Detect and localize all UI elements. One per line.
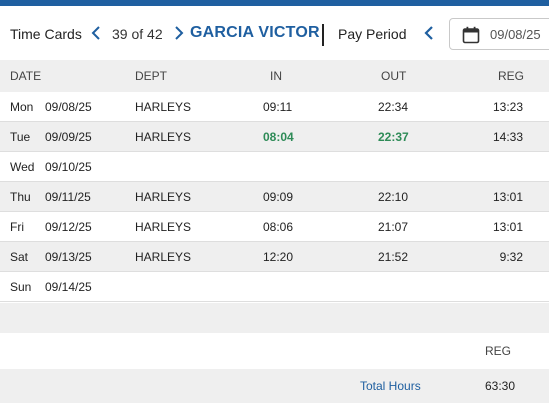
row-day: Fri	[10, 220, 24, 234]
pay-period-date-picker[interactable]: 09/08/25	[449, 18, 549, 50]
row-out: 22:34	[378, 100, 409, 114]
page-title: Time Cards	[10, 26, 82, 42]
row-dept: HARLEYS	[135, 220, 192, 234]
chevron-right-icon	[175, 26, 184, 40]
row-day: Wed	[10, 160, 35, 174]
employee-counter: 39 of 42	[112, 26, 163, 42]
row-date: 09/11/25	[45, 190, 91, 204]
row-date: 09/12/25	[45, 220, 92, 234]
row-in: 08:06	[263, 220, 294, 234]
table-row[interactable]: Sat 09/13/25 HARLEYS 12:20 21:52 9:32	[0, 242, 549, 272]
row-dept: HARLEYS	[135, 250, 192, 264]
total-hours-label: Total Hours	[360, 379, 421, 393]
row-reg: 13:01	[492, 190, 523, 204]
row-reg: 13:01	[492, 220, 523, 234]
row-day: Sun	[10, 280, 32, 294]
row-out: 21:07	[378, 220, 409, 234]
summary-header: REG	[0, 333, 549, 369]
row-date: 09/08/25	[45, 100, 92, 114]
row-day: Thu	[10, 190, 31, 204]
row-date: 09/13/25	[45, 250, 92, 264]
prev-employee-button[interactable]	[88, 23, 104, 43]
row-dept: HARLEYS	[135, 100, 192, 114]
row-in: 08:04	[263, 130, 294, 144]
col-out: OUT	[381, 69, 407, 83]
table-spacer	[0, 303, 549, 333]
header-divider	[322, 24, 324, 46]
table-row[interactable]: Thu 09/11/25 HARLEYS 09:09 22:10 13:01	[0, 182, 549, 212]
table-row[interactable]: Wed 09/10/25	[0, 152, 549, 182]
summary-total-row: Total Hours 63:30	[0, 369, 549, 403]
prev-pay-period-button[interactable]	[421, 23, 437, 43]
row-dept: HARLEYS	[135, 190, 192, 204]
row-reg: 14:33	[492, 130, 523, 144]
chevron-left-icon	[91, 26, 100, 40]
table-row[interactable]: Sun 09/14/25	[0, 272, 549, 302]
table-row[interactable]: Mon 09/08/25 HARLEYS 09:11 22:34 13:23	[0, 92, 549, 122]
row-day: Tue	[10, 130, 31, 144]
row-day: Sat	[10, 250, 29, 264]
pay-period-date: 09/08/25	[490, 27, 541, 42]
chevron-left-icon	[424, 26, 433, 40]
row-day: Mon	[10, 100, 34, 114]
row-out: 21:52	[378, 250, 409, 264]
row-in: 12:20	[263, 250, 294, 264]
table-header: DATE DEPT IN OUT REG	[0, 60, 549, 92]
table-row[interactable]: Tue 09/09/25 HARLEYS 08:04 22:37 14:33	[0, 122, 549, 152]
row-in: 09:11	[263, 100, 293, 114]
row-reg: 13:23	[492, 100, 523, 114]
calendar-icon	[462, 26, 480, 44]
col-dept: DEPT	[135, 69, 168, 83]
table-row[interactable]: Fri 09/12/25 HARLEYS 08:06 21:07 13:01	[0, 212, 549, 242]
top-accent-bar	[0, 0, 549, 6]
col-in: IN	[270, 69, 282, 83]
row-reg: 9:32	[499, 250, 523, 264]
pay-period-label: Pay Period	[338, 26, 407, 42]
next-employee-button[interactable]	[171, 23, 187, 43]
row-date: 09/10/25	[45, 160, 92, 174]
row-dept: HARLEYS	[135, 130, 192, 144]
col-date: DATE	[10, 69, 42, 83]
employee-name: GARCIA VICTOR	[190, 24, 320, 41]
row-in: 09:09	[263, 190, 294, 204]
row-out: 22:37	[378, 130, 409, 144]
row-out: 22:10	[378, 190, 409, 204]
row-date: 09/14/25	[45, 280, 92, 294]
timecard-header: Time Cards 39 of 42 GARCIA VICTOR Pay Pe…	[0, 6, 549, 58]
row-date: 09/09/25	[45, 130, 92, 144]
summary-col-reg: REG	[484, 344, 511, 358]
total-hours-value: 63:30	[484, 379, 515, 393]
col-reg: REG	[498, 69, 525, 83]
